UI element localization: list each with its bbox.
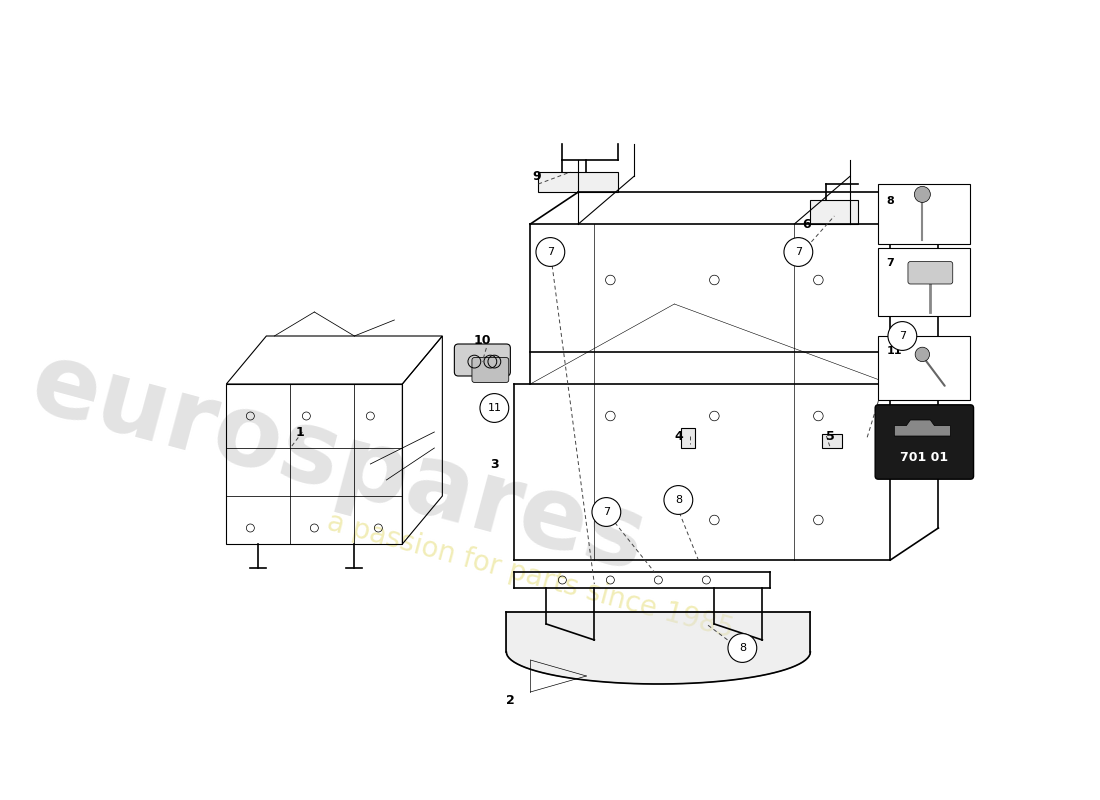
- Text: 7: 7: [547, 247, 554, 257]
- FancyBboxPatch shape: [823, 434, 843, 448]
- Circle shape: [592, 498, 620, 526]
- FancyBboxPatch shape: [454, 344, 510, 376]
- Text: 7: 7: [603, 507, 609, 517]
- Text: 701 01: 701 01: [900, 451, 948, 464]
- Text: 9: 9: [532, 170, 541, 182]
- Circle shape: [728, 634, 757, 662]
- Text: 2: 2: [506, 694, 515, 706]
- Circle shape: [536, 238, 564, 266]
- FancyBboxPatch shape: [879, 248, 970, 316]
- Text: eurospares: eurospares: [21, 335, 657, 593]
- Text: 7: 7: [795, 247, 802, 257]
- Text: 5: 5: [826, 430, 835, 442]
- Circle shape: [888, 322, 916, 350]
- Text: a passion for parts since 1985: a passion for parts since 1985: [324, 508, 737, 644]
- Text: 1: 1: [296, 426, 305, 438]
- Text: 11: 11: [887, 346, 902, 355]
- FancyBboxPatch shape: [908, 262, 953, 284]
- Text: 8: 8: [887, 196, 894, 206]
- Text: 4: 4: [674, 430, 683, 442]
- Circle shape: [784, 238, 813, 266]
- Polygon shape: [894, 420, 950, 436]
- Text: 7: 7: [887, 258, 894, 267]
- Text: 10: 10: [474, 334, 491, 346]
- FancyBboxPatch shape: [681, 428, 695, 448]
- FancyBboxPatch shape: [472, 358, 509, 382]
- FancyBboxPatch shape: [879, 336, 970, 400]
- Text: 6: 6: [802, 218, 811, 230]
- Circle shape: [480, 394, 509, 422]
- Text: 7: 7: [899, 331, 906, 341]
- Text: 8: 8: [674, 495, 682, 505]
- Polygon shape: [506, 612, 811, 684]
- FancyBboxPatch shape: [879, 184, 970, 244]
- Circle shape: [915, 347, 930, 362]
- Text: 8: 8: [739, 643, 746, 653]
- FancyBboxPatch shape: [538, 172, 618, 192]
- Text: 3: 3: [490, 458, 498, 470]
- Circle shape: [914, 186, 931, 202]
- Circle shape: [664, 486, 693, 514]
- FancyBboxPatch shape: [811, 200, 858, 224]
- FancyBboxPatch shape: [876, 405, 974, 479]
- Text: 11: 11: [487, 403, 502, 413]
